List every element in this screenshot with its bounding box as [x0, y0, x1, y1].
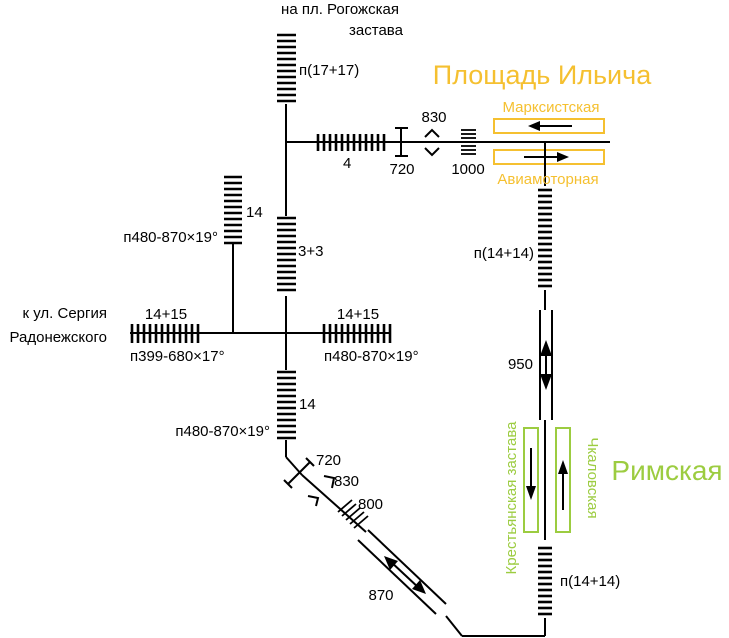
tunnel-ticks-p17 [277, 33, 296, 103]
label-800: 800 [358, 496, 383, 513]
label-4: 4 [343, 155, 351, 172]
label-14-upper: 14 [246, 204, 263, 221]
label-p399: п399-680×17° [130, 348, 225, 365]
label-to-rogozhskaya-2: застава [349, 22, 404, 39]
label-p480-upper: п480-870×19° [123, 229, 218, 246]
platform-krestyanskaya-label: Крестьянская застава [503, 421, 520, 575]
label-p480-lower: п480-870×19° [175, 423, 270, 440]
tunnel-ticks-4 [316, 134, 386, 151]
rimskaya-platforms [523, 427, 571, 533]
label-14-lower: 14 [299, 396, 316, 413]
label-p-14-14-top: п(14+14) [474, 245, 534, 262]
right-trunk [462, 142, 553, 637]
label-830-top: 830 [421, 109, 446, 126]
switch-chevrons-top [424, 128, 440, 157]
tunnel-ticks-3-3 [277, 216, 296, 292]
double-arrow-950 [540, 340, 552, 390]
label-870: 870 [368, 587, 393, 604]
label-left-14-15: 14+15 [145, 306, 187, 323]
label-950: 950 [508, 356, 533, 373]
tunnel-ticks-1000 [461, 129, 476, 155]
platform-aviamotornaya-label: Авиамоторная [497, 171, 598, 188]
label-to-rogozhskaya-1: на пл. Рогожская [281, 1, 399, 18]
station-ilyicha-name: Площадь Ильича [433, 60, 652, 90]
label-830-low: 830 [334, 473, 359, 490]
upper-left-branch [224, 175, 242, 333]
label-p-14-14-bottom: п(14+14) [560, 573, 620, 590]
tunnel-ticks-lower-14 [277, 370, 296, 440]
label-right-14-15: 14+15 [337, 306, 379, 323]
tunnel-ticks-right-14-15 [322, 324, 392, 343]
label-p480-right: п480-870×19° [324, 348, 419, 365]
tunnel-ticks-p14-top [538, 188, 552, 288]
tunnel-ticks-left-14-15 [130, 324, 200, 343]
label-720-top: 720 [389, 161, 414, 178]
label-1000: 1000 [451, 161, 484, 178]
label-to-sergiya-2: Радонежского [10, 329, 108, 346]
platform-chkalovskaya-label: Чкаловская [584, 437, 601, 518]
platform-marksistskaya-label: Марксистская [502, 99, 599, 116]
label-720-low: 720 [316, 452, 341, 469]
station-rimskaya-name: Римская [611, 455, 722, 486]
dead-end-marker-top [395, 127, 408, 157]
ilyicha-platforms [493, 118, 605, 165]
label-3-3: 3+3 [298, 243, 323, 260]
label-to-sergiya-1: к ул. Сергия [23, 305, 107, 322]
label-p-17-17: п(17+17) [299, 62, 359, 79]
lower-diagonal [283, 457, 463, 637]
tunnel-ticks-p14-bottom [538, 546, 552, 616]
